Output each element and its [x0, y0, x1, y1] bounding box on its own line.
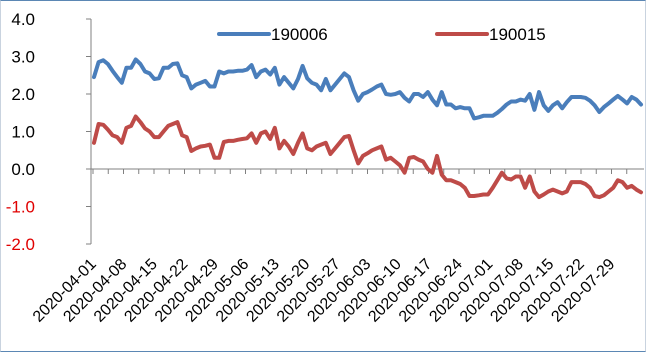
series-line-190006	[92, 57, 643, 121]
legend: 190006 190015	[217, 25, 546, 44]
series-group	[92, 57, 643, 200]
y-tick-label: 2.0	[11, 85, 35, 104]
legend-label-190015: 190015	[489, 25, 546, 44]
y-tick-label: 4.0	[11, 10, 35, 29]
y-tick-label: -2.0	[6, 235, 35, 254]
y-tick-label: -1.0	[6, 198, 35, 217]
legend-label-190006: 190006	[271, 25, 328, 44]
y-tick-label: 0.0	[11, 160, 35, 179]
series-line-190015	[92, 114, 643, 200]
y-tick-label: 3.0	[11, 48, 35, 67]
y-tick-label: 1.0	[11, 123, 35, 142]
axes-group: 4.03.02.01.00.0-1.0-2.02020-04-012020-04…	[6, 10, 644, 326]
